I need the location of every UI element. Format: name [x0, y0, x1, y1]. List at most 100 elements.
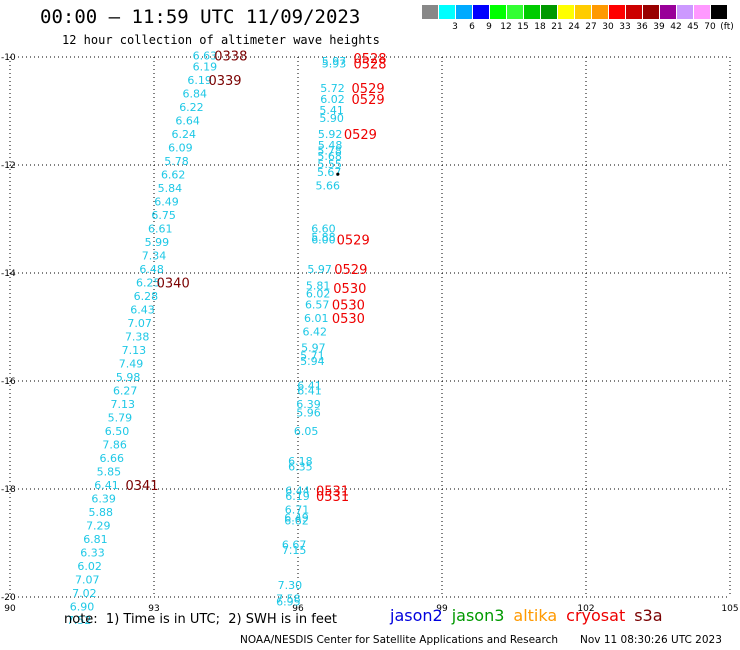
lon-tick-label: 99	[436, 604, 448, 614]
legend-swatch	[541, 5, 557, 19]
swh-value: 6.25	[136, 277, 161, 290]
lat-tick-label: -14	[1, 269, 16, 279]
lon-tick-label: 105	[721, 604, 738, 614]
swh-value: 6.62	[284, 514, 309, 527]
satellite-jason3: jason3	[451, 606, 505, 625]
swh-value: 6.02	[306, 288, 331, 301]
swh-value: 6.39	[91, 493, 116, 506]
lon-tick-label: 93	[148, 604, 159, 614]
legend-label: 30	[602, 22, 614, 32]
satellite-cryosat: cryosat	[566, 606, 626, 625]
swh-value: 5.68	[317, 150, 342, 163]
lat-tick-label: -12	[1, 161, 16, 171]
swh-value: 6.19	[193, 61, 218, 74]
legend-label: 39	[653, 22, 665, 32]
swh-value: 6.90	[70, 601, 95, 614]
swh-value: 6.02	[320, 93, 345, 106]
pass-time-label: 0529	[334, 263, 367, 278]
swh-value: 6.41	[297, 379, 322, 392]
swh-value: 6.84	[183, 88, 208, 101]
swh-value: 7.02	[72, 587, 97, 600]
island-marker	[336, 172, 340, 176]
pass-time-label: 0340	[157, 277, 190, 292]
swh-value: 6.22	[179, 101, 204, 114]
lat-tick-label: -18	[1, 485, 16, 495]
swh-value: 7.38	[125, 331, 150, 344]
legend-swatch	[473, 5, 489, 19]
swh-value: 7.86	[102, 439, 127, 452]
legend-swatch	[592, 5, 608, 19]
legend-label: 3	[452, 22, 458, 32]
pass-time-label: 0531	[316, 490, 349, 505]
lon-tick-label: 90	[4, 604, 16, 614]
swh-value: 6.01	[304, 312, 329, 325]
swh-value: 5.90	[319, 112, 344, 125]
pass-time-label: 0341	[125, 479, 158, 494]
legend-label: 70	[704, 22, 716, 32]
swh-value: 5.99	[145, 236, 170, 249]
map-subtitle: 12 hour collection of altimeter wave hei…	[62, 33, 380, 47]
swh-value: 6.09	[168, 142, 193, 155]
swh-value: 6.49	[154, 196, 179, 209]
swh-value: 5.79	[108, 412, 133, 425]
pass-time-label: 0529	[344, 128, 377, 143]
swh-value: 6.67	[282, 539, 307, 552]
satellite-jason2: jason2	[390, 606, 443, 625]
lon-tick-label: 102	[577, 604, 594, 614]
legend-swatch	[507, 5, 523, 19]
swh-value: 6.57	[305, 298, 330, 311]
legend-label: 24	[568, 22, 580, 32]
satellite-legend: jason2 jason3 altika cryosat s3a	[390, 606, 672, 625]
satellite-altika: altika	[513, 606, 558, 625]
swh-value: 5.85	[97, 466, 122, 479]
swh-value: 6.66	[100, 452, 125, 465]
swh-value: 6.48	[139, 263, 164, 276]
legend-swatch	[711, 5, 727, 19]
legend-label: 45	[687, 22, 699, 32]
swh-value: 6.35	[288, 460, 313, 473]
swh-value: 7.13	[111, 398, 136, 411]
swh-value: 5.72	[320, 82, 345, 95]
swh-value: 5.66	[316, 180, 341, 193]
swh-value: 5.98	[116, 371, 141, 384]
swh-value: 5.71	[300, 350, 325, 363]
legend-label: 9	[486, 22, 492, 32]
pass-time-label: 0530	[333, 282, 366, 297]
swh-value: 7.34	[142, 250, 167, 263]
pass-time-label: 0530	[332, 312, 365, 327]
legend-swatch	[609, 5, 625, 19]
legend-swatch	[558, 5, 574, 19]
swh-value: 6.60	[311, 223, 336, 236]
swh-value: 5.67	[317, 166, 342, 179]
pass-time-label: 0530	[332, 298, 365, 313]
swh-value: 6.33	[80, 547, 105, 560]
swh-value: 6.50	[105, 425, 130, 438]
pass-time-label: 0529	[352, 93, 385, 108]
legend-swatch	[456, 5, 472, 19]
swh-value: 7.13	[122, 344, 147, 357]
swh-value: 5.93	[322, 57, 347, 70]
swh-value: 5.84	[158, 182, 183, 195]
map-title: 00:00 – 11:59 UTC 11/09/2023	[40, 6, 361, 28]
legend-label: 33	[619, 22, 631, 32]
pass-time-label: 0528	[353, 57, 386, 72]
legend-swatch	[626, 5, 642, 19]
swh-value: 6.02	[77, 560, 102, 573]
swh-value: 5.92	[318, 128, 343, 141]
legend-swatch	[677, 5, 693, 19]
swh-value: 6.19	[187, 74, 212, 87]
swh-value: 6.05	[294, 425, 319, 438]
swh-value: 6.39	[296, 398, 321, 411]
legend-label: 42	[670, 22, 682, 32]
pass-time-label: 0339	[208, 74, 241, 89]
legend-label: 36	[636, 22, 648, 32]
swh-value: 5.78	[317, 144, 342, 157]
swh-value: 6.62	[161, 169, 186, 182]
swh-value: 6.63	[193, 49, 218, 62]
swh-value: 7.07	[75, 574, 100, 587]
pass-time-label: 0529	[352, 82, 385, 97]
legend-label: 15	[517, 22, 529, 32]
lat-tick-label: -10	[1, 53, 16, 63]
swh-value: 6.28	[134, 290, 159, 303]
